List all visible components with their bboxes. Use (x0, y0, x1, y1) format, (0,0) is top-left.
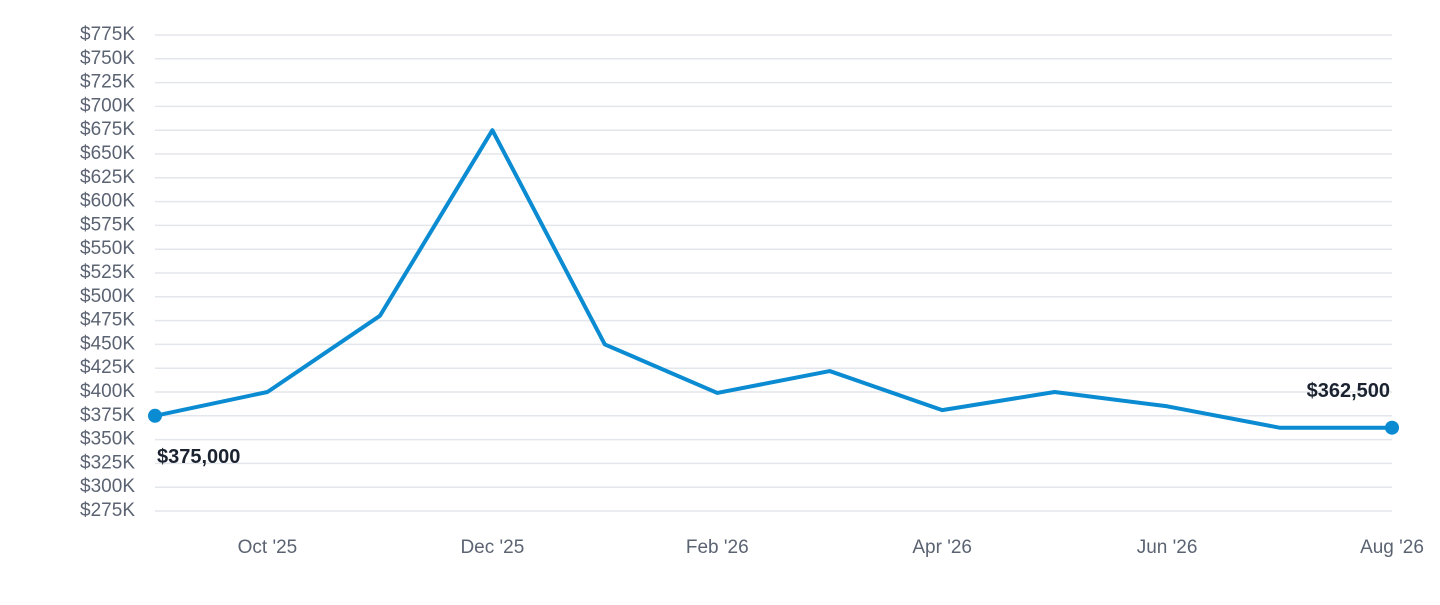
y-tick-label: $450K (80, 333, 135, 354)
y-tick-label: $725K (80, 72, 135, 93)
y-tick-label: $350K (80, 429, 135, 450)
y-tick-label: $700K (80, 95, 135, 116)
y-tick-label: $650K (80, 143, 135, 164)
y-tick-label: $625K (80, 167, 135, 188)
value-label: $362,500 (1307, 380, 1390, 402)
value-label: $375,000 (157, 446, 240, 468)
y-tick-label: $675K (80, 119, 135, 140)
y-tick-label: $775K (80, 24, 135, 45)
x-tick-label: Aug '26 (1360, 537, 1424, 558)
y-tick-label: $575K (80, 214, 135, 235)
line (154, 128, 1392, 430)
x-tick-label: Oct '25 (238, 537, 298, 558)
x-tick-label: Dec '25 (460, 537, 524, 558)
y-tick-label: $300K (80, 476, 135, 497)
y-tick-label: $750K (80, 48, 135, 69)
y-tick-label: $425K (80, 357, 135, 378)
point (148, 408, 162, 423)
point (1385, 420, 1399, 435)
y-tick-label: $275K (80, 500, 135, 521)
y-tick-label: $500K (80, 286, 135, 307)
y-tick-label: $375K (80, 405, 135, 426)
y-tick-label: $525K (80, 262, 135, 283)
y-tick-label: $600K (80, 191, 135, 212)
y-tick-label: $400K (80, 381, 135, 402)
x-tick-label: Jun '26 (1137, 537, 1198, 558)
y-tick-label: $475K (80, 310, 135, 331)
y-tick-label: $550K (80, 238, 135, 259)
x-tick-label: Apr '26 (912, 537, 972, 558)
y-tick-label: $325K (80, 452, 135, 473)
x-tick-label: Feb '26 (686, 537, 749, 558)
